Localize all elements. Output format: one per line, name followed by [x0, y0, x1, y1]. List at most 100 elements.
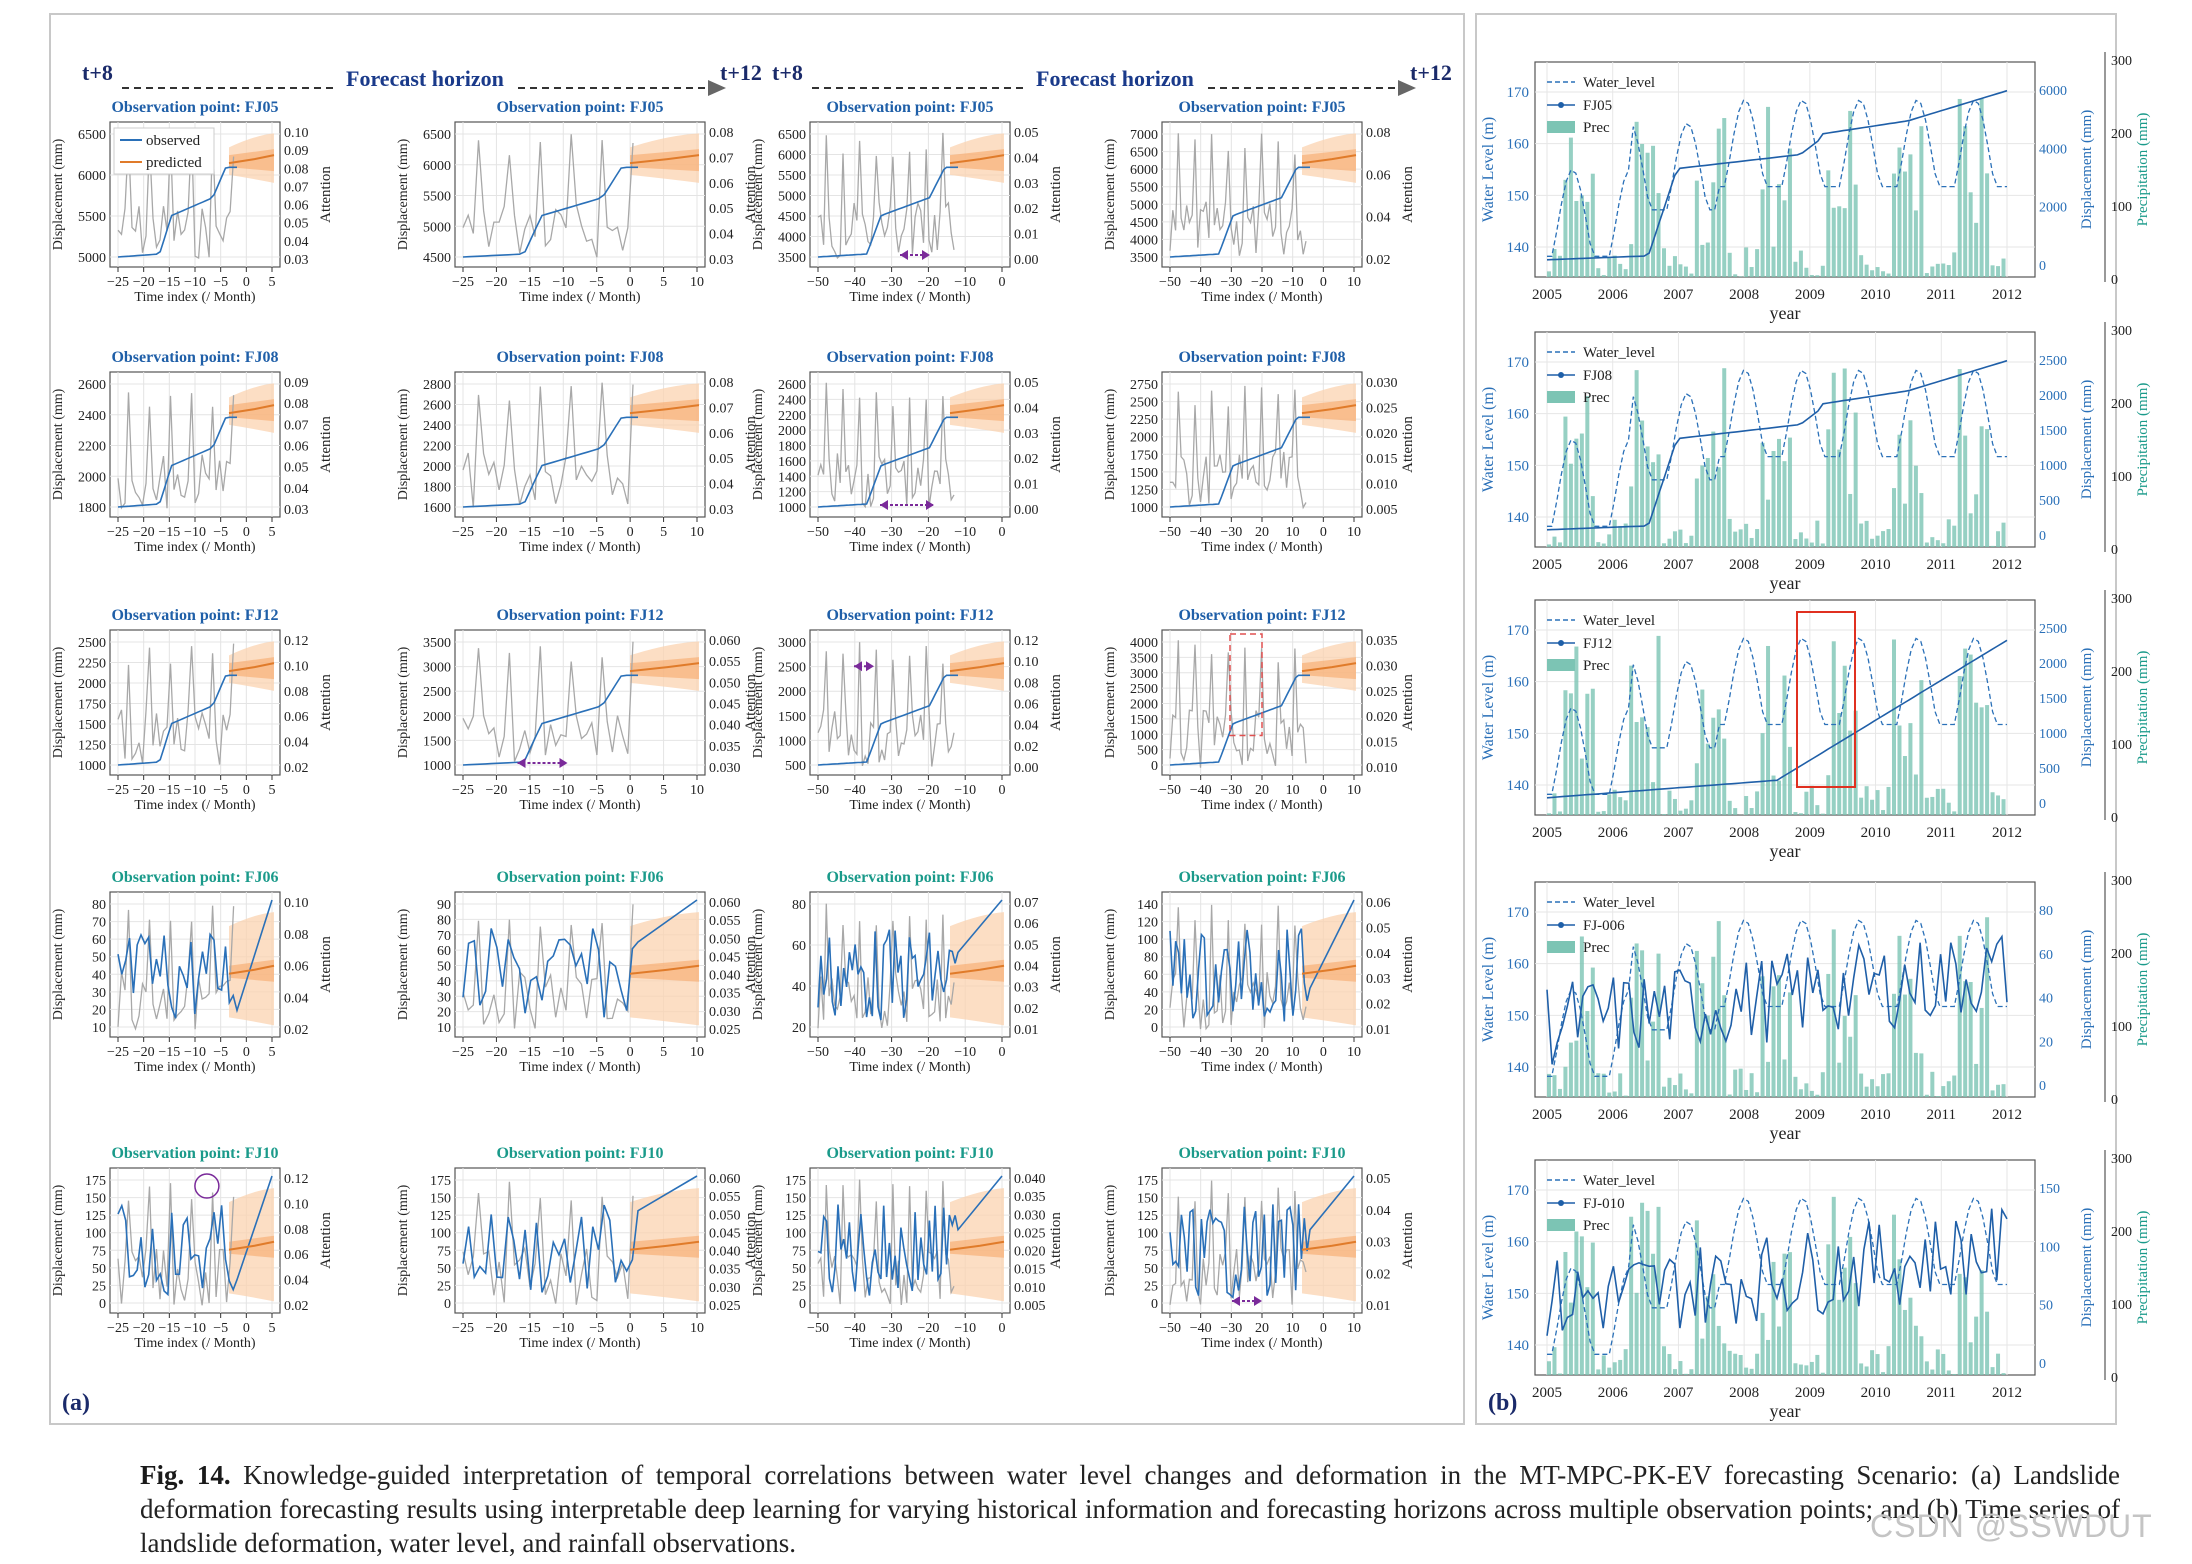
precip-bar — [1820, 813, 1825, 815]
precip-bar — [1842, 1267, 1847, 1375]
y-axis-label: Displacement (mm) — [751, 646, 766, 758]
precip-bar — [1640, 1202, 1645, 1375]
attention-tick-label: 0.03 — [709, 253, 734, 268]
plot-fj06-1: Observation point: FJ06 −25 −20 −15 −10 −5 0 5 1… — [51, 869, 334, 1075]
precip-bar — [1651, 1021, 1656, 1097]
precip-bar — [1853, 412, 1858, 547]
precip-bar — [1935, 263, 1940, 277]
precip-bar — [1683, 543, 1688, 547]
attention-line — [1169, 640, 1307, 768]
y-axis-label: Displacement (mm) — [396, 646, 411, 758]
x-tick-label: −5 — [213, 783, 228, 798]
precip-bar — [1689, 1369, 1694, 1375]
attention-tick-label: 0.035 — [1014, 1190, 1046, 1205]
precip-bar — [1777, 1326, 1781, 1375]
attention-tick-label: 0.035 — [709, 987, 741, 1002]
water-level-line — [1547, 1197, 2007, 1355]
precip-bar — [1985, 429, 1990, 547]
x-tick-label: 5 — [269, 1045, 276, 1060]
precip-bar — [1771, 775, 1776, 815]
precip-bar — [1908, 154, 1913, 277]
precip-bar — [1716, 709, 1721, 815]
displacement-tick-label: 40 — [2039, 992, 2053, 1007]
attention-axis-label: Attention — [1048, 166, 1064, 223]
precip-bar — [1678, 264, 1683, 277]
precip-bar — [1996, 795, 2001, 815]
attention-tick-label: 0.060 — [709, 896, 741, 911]
y-tick-label: 2250 — [1130, 413, 1158, 428]
precip-bar — [1930, 1071, 1935, 1097]
attention-tick-label: 0.04 — [1014, 151, 1039, 166]
precip-bar — [1607, 534, 1612, 547]
precip-bar — [1820, 265, 1825, 277]
year-tick-label: 2006 — [1598, 557, 1629, 573]
y-tick-label: 40 — [92, 968, 106, 983]
y-tick-label: 60 — [792, 939, 806, 954]
precip-bar — [1672, 1085, 1677, 1097]
precip-bar — [1979, 707, 1984, 815]
precip-bar — [1700, 983, 1705, 1097]
precip-bar — [1667, 1077, 1672, 1097]
precip-tick-label: 200 — [2111, 947, 2132, 962]
legend-label-prec: Prec — [1583, 940, 1610, 956]
precip-bar — [1902, 503, 1907, 547]
precip-bar — [1804, 1083, 1809, 1097]
water-level-axis-label: Water Level (m) — [1480, 1215, 1497, 1320]
precip-bar — [1859, 255, 1864, 277]
precip-bar — [1881, 1074, 1886, 1097]
attention-tick-label: 0.06 — [284, 710, 309, 725]
y-axis-label: Displacement (mm) — [396, 388, 411, 500]
precip-bar — [1919, 1053, 1924, 1097]
y-tick-label: 50 — [92, 951, 106, 966]
y-axis-label: Displacement (mm) — [1103, 388, 1118, 500]
x-tick-label: 10 — [1347, 1045, 1361, 1060]
x-tick-label: −25 — [107, 783, 129, 798]
precip-bar — [1760, 1312, 1765, 1375]
displacement-axis-label: Displacement (mm) — [2079, 648, 2095, 768]
x-axis-label: Time index (/ Month) — [1201, 798, 1323, 813]
displacement-tick-label: 6000 — [2039, 84, 2067, 99]
precip-bar — [1683, 1373, 1688, 1375]
precip-bar — [1875, 1086, 1880, 1097]
precip-bar — [1585, 201, 1590, 277]
precip-bar — [1557, 811, 1562, 815]
y-tick-label: 6500 — [78, 128, 106, 143]
x-tick-label: −20 — [485, 1321, 507, 1336]
arrow-right-icon — [1254, 1296, 1262, 1306]
x-axis-label: Time index (/ Month) — [849, 1060, 971, 1075]
precip-bar — [1579, 433, 1584, 547]
plot-fj06-4: Observation point: FJ06−50 −40 −30 20 10 0 100… — [1103, 869, 1416, 1075]
precip-tick-label: 300 — [2111, 592, 2132, 607]
y-tick-label: 2500 — [78, 636, 106, 651]
x-axis-label: Time index (/ Month) — [519, 1060, 641, 1075]
precip-bar — [1563, 690, 1568, 815]
attention-tick-label: 0.04 — [1014, 719, 1039, 734]
plot-title: Observation point: FJ06 — [826, 869, 993, 886]
precip-bar — [1667, 538, 1672, 547]
x-tick-label: −20 — [917, 525, 939, 540]
displacement-tick-label: 50 — [2039, 1299, 2053, 1314]
precip-bar — [1809, 1090, 1814, 1097]
year-tick-label: 2011 — [1927, 1385, 1956, 1401]
x-tick-label: 0 — [1320, 1045, 1327, 1060]
precip-bar — [1612, 1362, 1617, 1375]
y-tick-label: 80 — [792, 898, 806, 913]
y-tick-label: 40 — [792, 980, 806, 995]
observed-line — [817, 416, 958, 508]
precip-bar — [1579, 1236, 1584, 1375]
attention-tick-label: 0.12 — [1014, 634, 1039, 649]
precip-bar — [1623, 1095, 1628, 1097]
attention-axis-label: Attention — [318, 166, 334, 223]
plot-title: Observation point: FJ08 — [1178, 349, 1345, 366]
y-tick-label: 1000 — [1130, 728, 1158, 743]
precip-bar — [1694, 763, 1699, 815]
y-tick-label: 1250 — [1130, 483, 1158, 498]
attention-axis-label: Attention — [1048, 674, 1064, 731]
attention-tick-label: 0.01 — [1366, 1023, 1391, 1038]
year-tick-label: 2008 — [1729, 1385, 1759, 1401]
attention-tick-label: 0.02 — [1014, 1002, 1039, 1017]
precip-bar — [1634, 1292, 1639, 1375]
attention-tick-label: 0.035 — [709, 1263, 741, 1278]
attention-tick-label: 0.050 — [709, 676, 741, 691]
precip-bar — [1864, 264, 1869, 277]
